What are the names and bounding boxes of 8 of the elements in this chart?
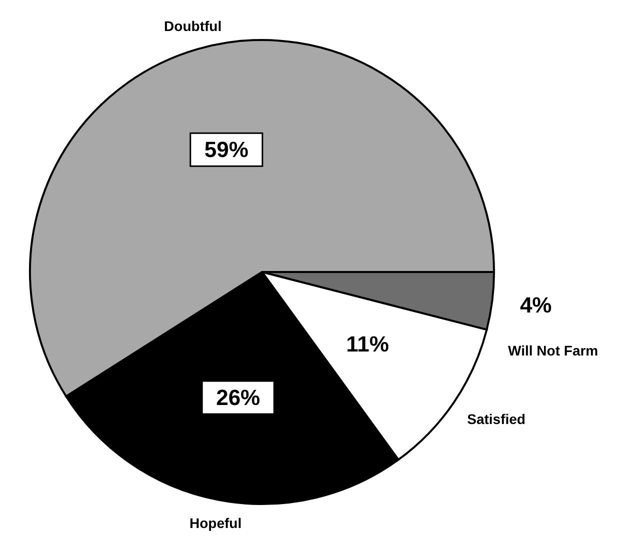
data-label: 26% bbox=[216, 385, 260, 410]
slice-label: Satisfied bbox=[467, 410, 526, 427]
slice-label: Will Not Farm bbox=[508, 342, 598, 359]
data-label: 59% bbox=[204, 137, 248, 162]
data-label: 11% bbox=[346, 331, 389, 356]
slice-label: Doubtful bbox=[164, 18, 222, 34]
data-label: 4% bbox=[520, 292, 552, 318]
slice-label: Hopeful bbox=[189, 515, 242, 532]
